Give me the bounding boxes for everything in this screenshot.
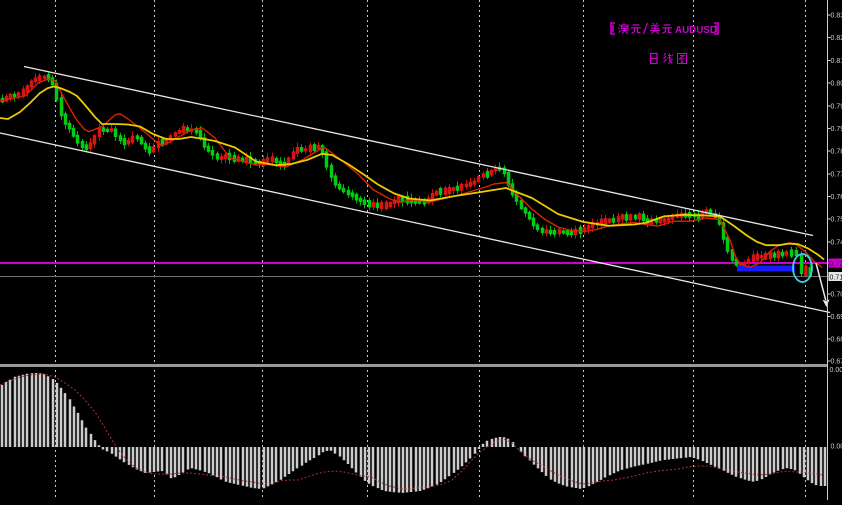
svg-text:0.80: 0.80 bbox=[831, 81, 842, 88]
svg-text:0.78: 0.78 bbox=[831, 149, 842, 156]
svg-text:0.67: 0.67 bbox=[831, 359, 842, 366]
svg-text:AUDUSD: AUDUSD bbox=[675, 25, 717, 36]
svg-text:0.81: 0.81 bbox=[831, 58, 842, 65]
svg-text:0.79: 0.79 bbox=[831, 126, 842, 133]
svg-text:0.75: 0.75 bbox=[831, 217, 842, 224]
svg-text:0.77: 0.77 bbox=[831, 172, 842, 179]
svg-text:0.79: 0.79 bbox=[831, 104, 842, 111]
svg-text:0.00: 0.00 bbox=[831, 444, 842, 451]
svg-text:0.70: 0.70 bbox=[831, 292, 842, 299]
svg-text:0.69: 0.69 bbox=[831, 314, 842, 321]
svg-text:0.83: 0.83 bbox=[831, 13, 842, 20]
svg-text:0.005: 0.005 bbox=[830, 367, 842, 374]
svg-text:0.74: 0.74 bbox=[831, 240, 842, 247]
svg-text:0.68: 0.68 bbox=[831, 337, 842, 344]
svg-text:0.72: 0.72 bbox=[830, 261, 842, 268]
svg-text:0.82: 0.82 bbox=[831, 35, 842, 42]
svg-text:0.71: 0.71 bbox=[830, 274, 842, 281]
svg-text:0.76: 0.76 bbox=[831, 194, 842, 201]
